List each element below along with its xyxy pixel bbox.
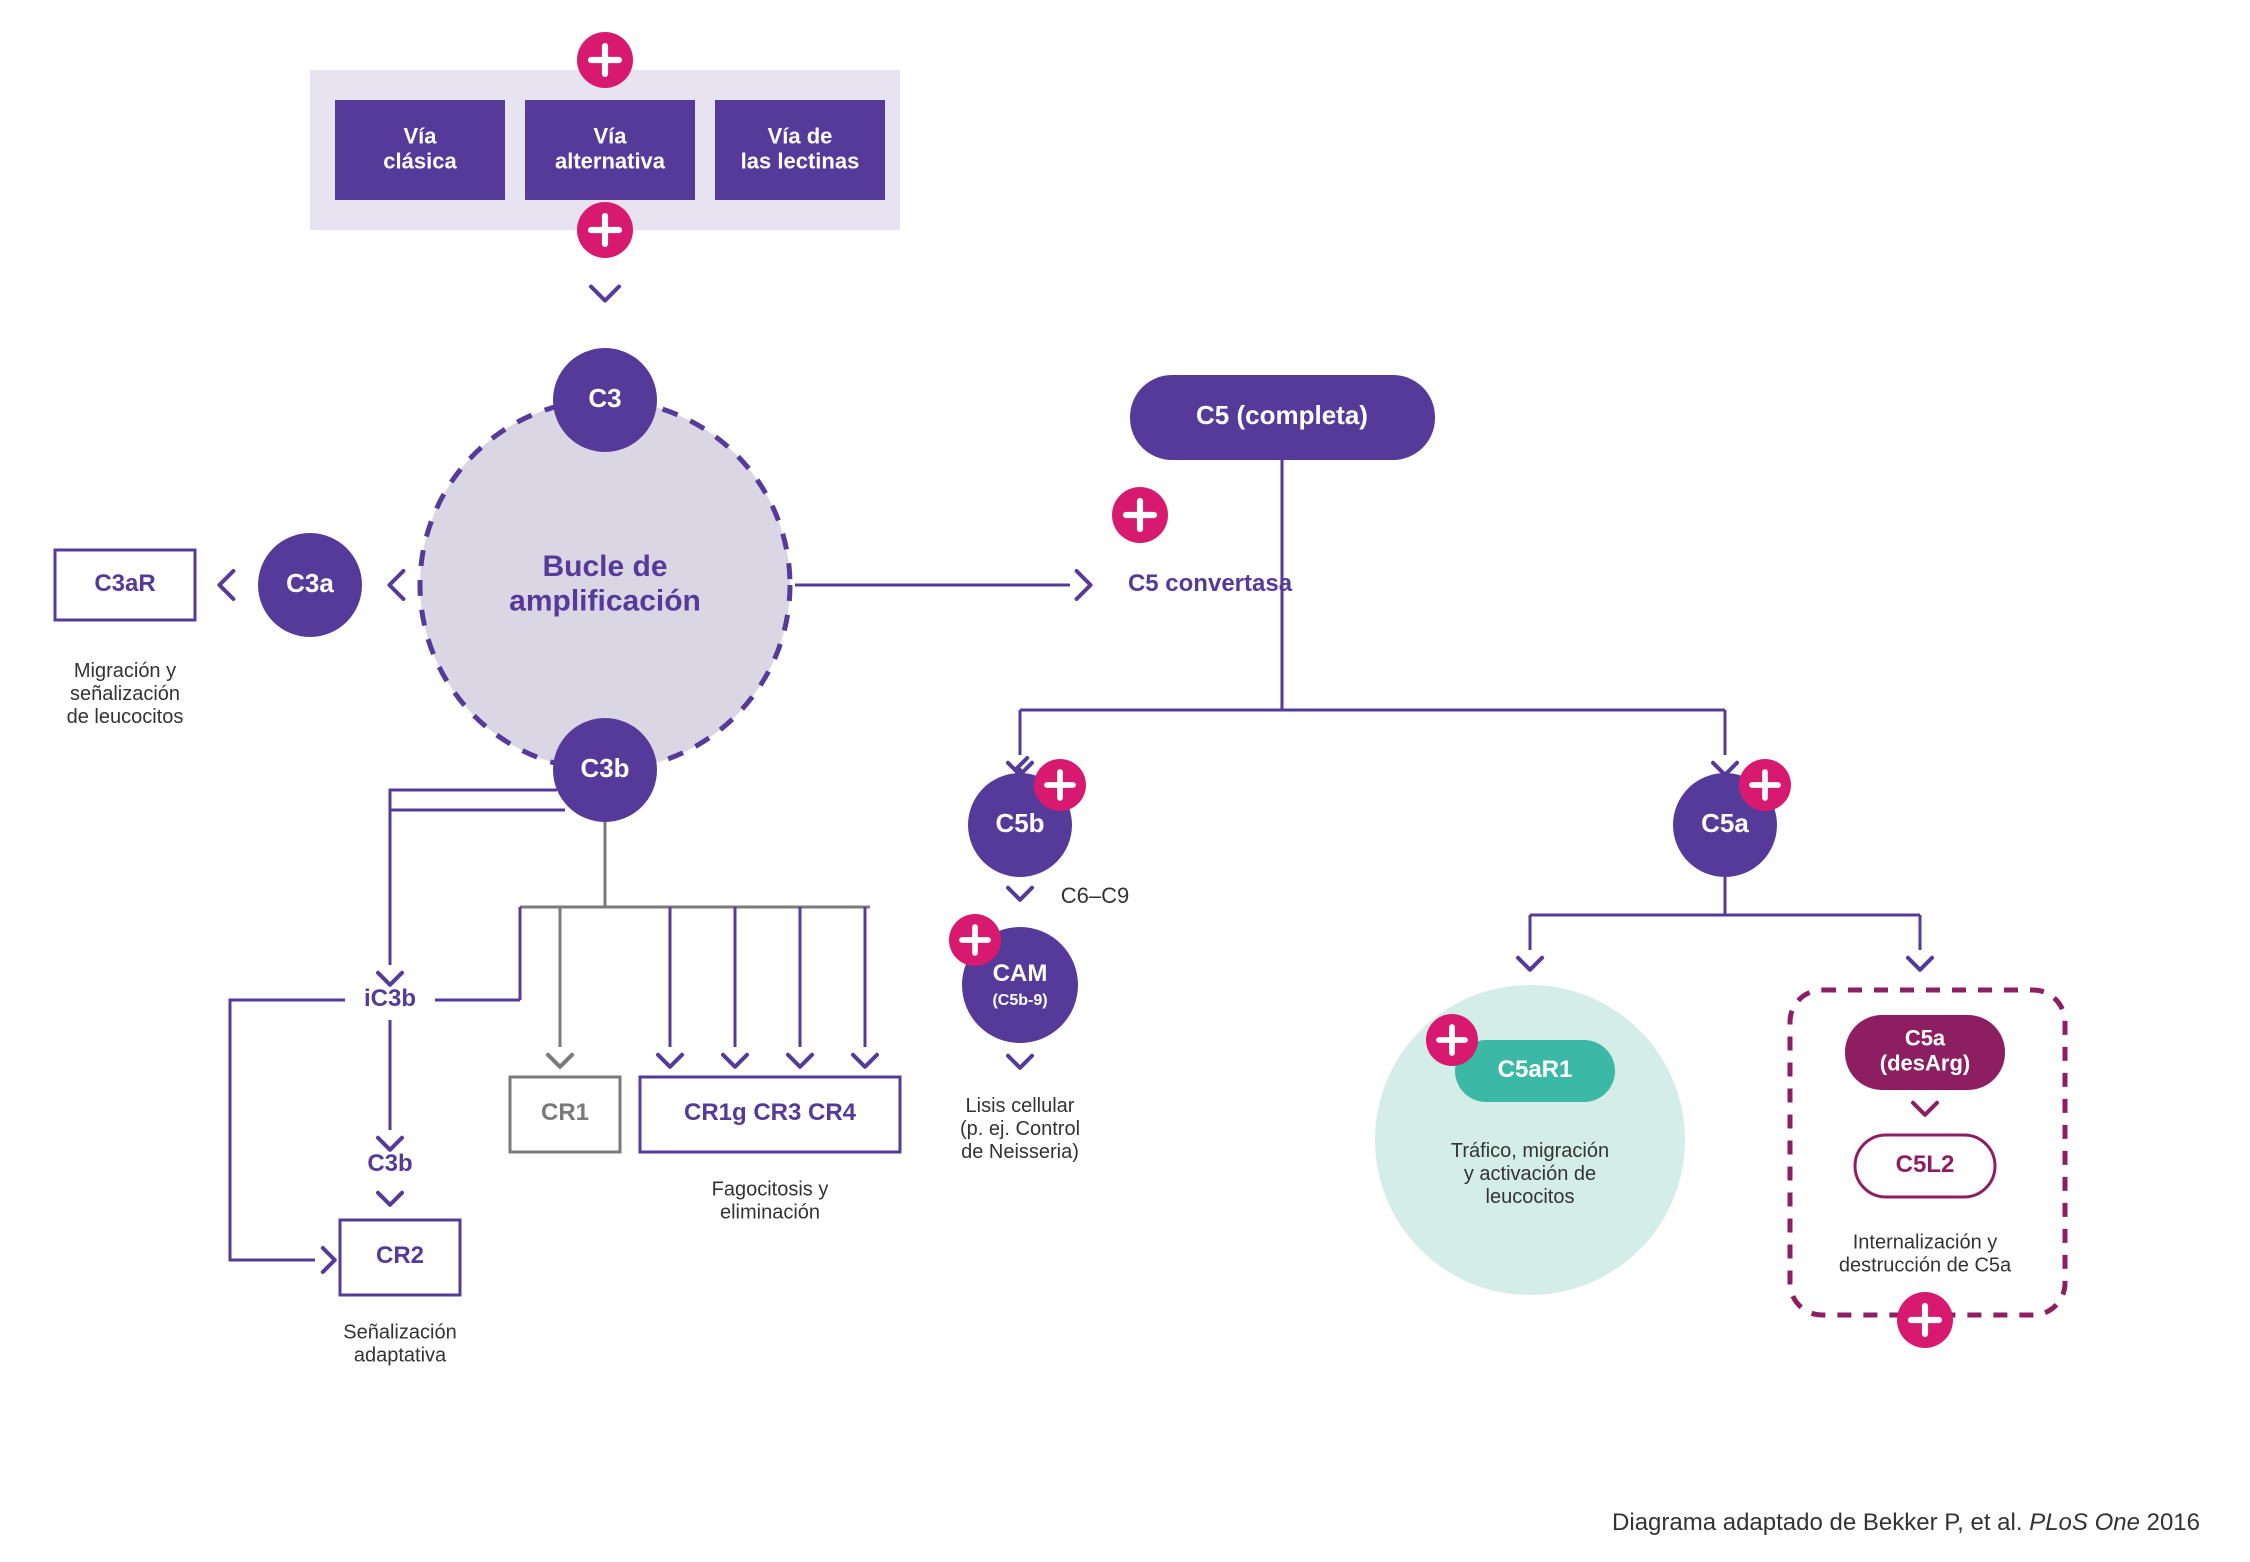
chevron-down-icon bbox=[1008, 888, 1032, 900]
c3a-label: C3a bbox=[286, 568, 334, 598]
c3b2-label: C3b bbox=[367, 1150, 412, 1177]
c3b-label: C3b bbox=[580, 753, 629, 783]
chevron-right-icon bbox=[323, 1248, 335, 1272]
c5-complete-label: C5 (completa) bbox=[1196, 400, 1368, 430]
citation: Diagrama adaptado de Bekker P, et al. PL… bbox=[1612, 1509, 2200, 1536]
chevron-down-icon bbox=[1913, 1103, 1937, 1115]
cam-label: CAM bbox=[993, 960, 1048, 987]
c5a-label: C5a bbox=[1701, 808, 1749, 838]
c5ar1-label: C5aR1 bbox=[1498, 1056, 1573, 1083]
chevron-down-icon bbox=[591, 287, 619, 301]
c3ar-label: C3aR bbox=[94, 570, 155, 597]
chevron-down-icon bbox=[1518, 958, 1542, 970]
cam-sub: (C5b-9) bbox=[992, 992, 1047, 1009]
chevron-down-icon bbox=[788, 1055, 812, 1067]
plus-icon bbox=[577, 32, 633, 88]
c5l2-label: C5L2 bbox=[1896, 1151, 1955, 1178]
cr2-desc: Señalizaciónadaptativa bbox=[343, 1322, 456, 1367]
chevron-down-icon bbox=[378, 1138, 402, 1150]
chevron-down-icon bbox=[723, 1055, 747, 1067]
chevron-left-icon bbox=[389, 571, 403, 599]
chevron-down-icon bbox=[548, 1055, 572, 1067]
complement-pathway-diagram: VíaclásicaVíaalternativaVía delas lectin… bbox=[0, 0, 2250, 1562]
chevron-down-icon bbox=[1908, 958, 1932, 970]
c5-convertase-label: C5 convertasa bbox=[1128, 570, 1293, 597]
chevron-right-icon bbox=[1077, 571, 1091, 599]
plus-icon bbox=[949, 914, 1001, 966]
chevron-left-icon bbox=[219, 571, 233, 599]
c6c9-label: C6–C9 bbox=[1061, 883, 1129, 908]
phago-desc: Fagocitosis yeliminación bbox=[712, 1179, 829, 1224]
plus-icon bbox=[577, 202, 633, 258]
plus-icon bbox=[1897, 1292, 1953, 1348]
plus-icon bbox=[1112, 487, 1168, 543]
plus-icon bbox=[1034, 759, 1086, 811]
plus-icon bbox=[1739, 759, 1791, 811]
cr1-label: CR1 bbox=[541, 1099, 589, 1126]
ic3b-label: iC3b bbox=[364, 985, 416, 1012]
cr2-label: CR2 bbox=[376, 1242, 424, 1269]
c5b-label: C5b bbox=[995, 808, 1044, 838]
c3ar-desc: Migración yseñalizaciónde leucocitos bbox=[67, 660, 184, 728]
chevron-down-icon bbox=[853, 1055, 877, 1067]
chevron-down-icon bbox=[1008, 1056, 1032, 1068]
chevron-down-icon bbox=[658, 1055, 682, 1067]
cr1g-label: CR1g CR3 CR4 bbox=[684, 1099, 857, 1126]
chevron-down-icon bbox=[378, 973, 402, 985]
c3-label: C3 bbox=[588, 383, 621, 413]
lysis-desc: Lisis cellular(p. ej. Controlde Neisseri… bbox=[960, 1095, 1080, 1163]
plus-icon bbox=[1426, 1014, 1478, 1066]
c5l2-desc: Internalización ydestrucción de C5a bbox=[1839, 1232, 2012, 1277]
chevron-down-icon bbox=[378, 1193, 402, 1205]
